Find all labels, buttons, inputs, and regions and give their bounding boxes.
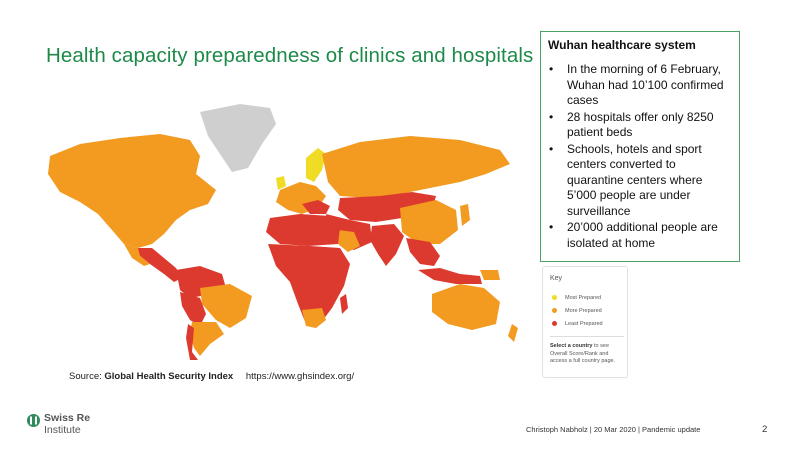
- region-russia[interactable]: [322, 136, 510, 198]
- region-papua[interactable]: [480, 270, 500, 280]
- region-africa[interactable]: [268, 244, 350, 324]
- region-japan[interactable]: [460, 204, 470, 226]
- bullet-text: Schools, hotels and sport centers conver…: [567, 141, 703, 218]
- region-north-america[interactable]: [48, 134, 216, 248]
- region-uk[interactable]: [276, 176, 286, 190]
- source-name: Global Health Security Index: [104, 371, 234, 382]
- source-url[interactable]: https://www.ghsindex.org/: [245, 371, 355, 382]
- region-indonesia[interactable]: [418, 268, 482, 284]
- bullet-icon: •: [549, 220, 554, 234]
- swiss-re-logo: Swiss Re Institute: [27, 413, 90, 436]
- region-china[interactable]: [400, 200, 458, 244]
- region-north-africa[interactable]: [266, 214, 340, 246]
- bullet-icon: •: [549, 141, 554, 156]
- key-item-label: Most Prepared: [565, 294, 602, 301]
- region-south-africa[interactable]: [302, 308, 326, 328]
- source-label: Source:: [69, 371, 102, 382]
- region-new-zealand[interactable]: [508, 324, 518, 342]
- infobox-bullets: • In the morning of 6 February, Wuhan had…: [548, 62, 733, 251]
- map-key: Key Most Prepared More Prepared Least Pr…: [542, 266, 628, 378]
- more-prepared-dot-icon: [552, 308, 557, 313]
- most-prepared-dot-icon: [552, 295, 557, 300]
- infobox-bullet-3: • Schools, hotels and sport centers conve…: [548, 142, 733, 220]
- world-preparedness-map[interactable]: [40, 98, 525, 360]
- region-saudi[interactable]: [338, 230, 360, 252]
- key-item-most-prepared: Most Prepared: [550, 291, 627, 304]
- swiss-re-logo-icon: [27, 414, 40, 427]
- bullet-text: 28 hospitals offer only 8250 patient bed…: [567, 109, 714, 140]
- key-title: Key: [550, 275, 563, 282]
- key-item-least-prepared: Least Prepared: [550, 317, 627, 330]
- infobox-bullet-2: • 28 hospitals offer only 8250 patient be…: [548, 110, 733, 141]
- region-australia[interactable]: [432, 284, 500, 330]
- region-southeast-asia[interactable]: [406, 238, 440, 266]
- region-balkans[interactable]: [302, 200, 330, 214]
- key-note-bold: Select a country: [550, 343, 593, 349]
- region-madagascar[interactable]: [340, 294, 348, 314]
- region-korea[interactable]: [450, 212, 456, 222]
- region-south-america-south[interactable]: [190, 322, 224, 356]
- logo-line-1: Swiss Re: [44, 412, 91, 424]
- wuhan-info-box: Wuhan healthcare system • In the morning …: [540, 31, 740, 262]
- bullet-text: In the morning of 6 February, Wuhan had …: [567, 62, 724, 107]
- bullet-text: 20’000 additional people are isolated at…: [567, 220, 718, 250]
- bullet-icon: •: [549, 62, 554, 76]
- key-item-label: More Prepared: [565, 307, 602, 314]
- bullet-icon: •: [549, 109, 554, 124]
- key-item-label: Least Prepared: [565, 320, 603, 327]
- region-greenland[interactable]: [200, 104, 276, 172]
- infobox-bullet-4: • 20’000 additional people are isolated a…: [548, 220, 733, 251]
- key-note: Select a country to see Overall Score/Ra…: [550, 343, 624, 366]
- infobox-bullet-1: • In the morning of 6 February, Wuhan had…: [548, 62, 733, 109]
- key-note-rest: to see Overall Score/Rank and access a f…: [550, 343, 616, 364]
- region-chile[interactable]: [186, 324, 198, 360]
- key-item-more-prepared: More Prepared: [550, 304, 627, 317]
- least-prepared-dot-icon: [552, 321, 557, 326]
- logo-line-2: Institute: [44, 424, 81, 436]
- infobox-heading: Wuhan healthcare system: [548, 38, 696, 52]
- slide-title: Health capacity preparedness of clinics …: [46, 44, 534, 67]
- page-number: 2: [762, 424, 768, 435]
- footer-text: Christoph Nabholz | 20 Mar 2020 | Pandem…: [526, 425, 701, 434]
- region-central-america[interactable]: [136, 248, 182, 282]
- region-india[interactable]: [370, 224, 404, 266]
- region-scandinavia[interactable]: [306, 148, 326, 182]
- source-line: Source: Global Health Security Index htt…: [69, 371, 354, 382]
- region-south-america-west[interactable]: [180, 292, 206, 326]
- region-brazil[interactable]: [200, 284, 252, 328]
- region-mexico[interactable]: [124, 244, 150, 266]
- key-divider: [550, 336, 624, 337]
